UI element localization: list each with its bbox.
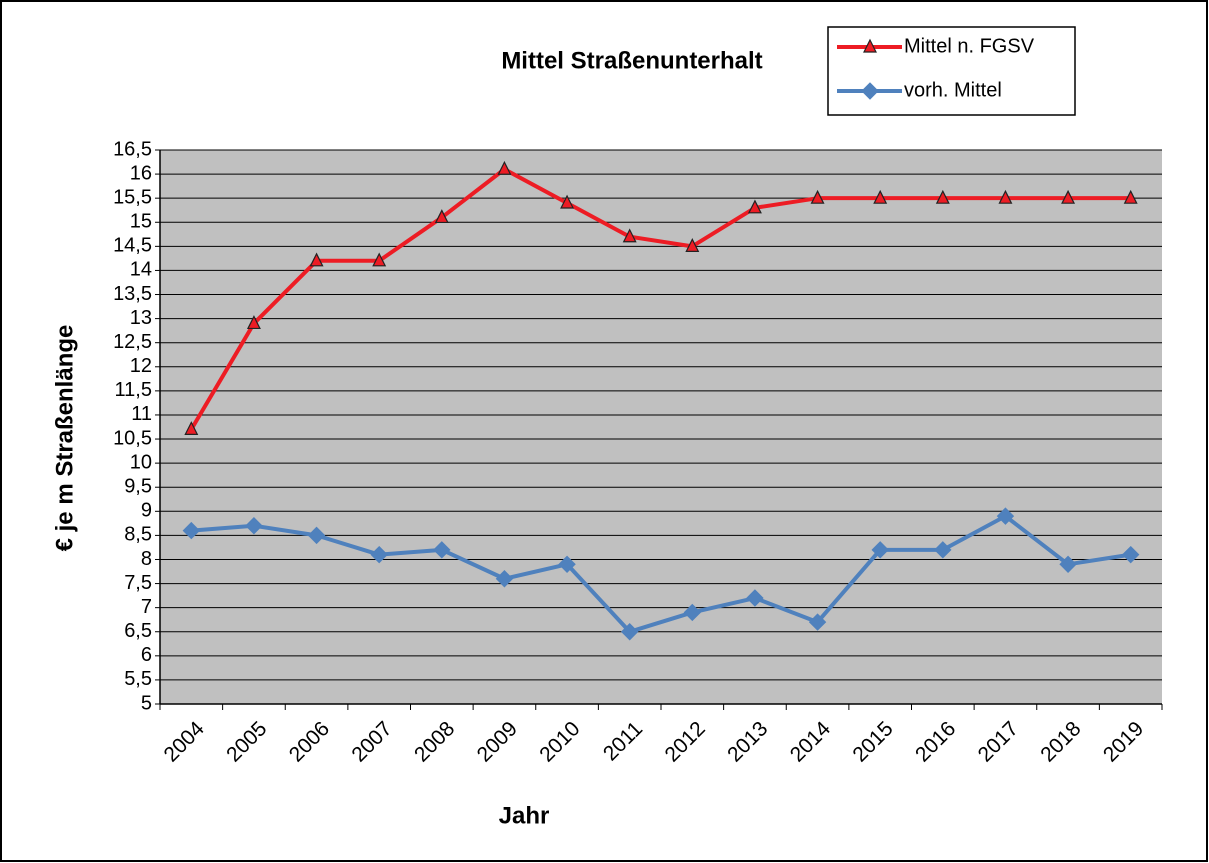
marker <box>246 315 261 330</box>
series-line <box>189 167 1131 431</box>
legend-label: Mittel n. FGSV <box>904 35 1035 57</box>
y-axis-label: € je m Straßenlänge <box>51 325 78 552</box>
y-tick-label: 12,5 <box>113 331 152 353</box>
y-tick-label: 5 <box>141 692 152 714</box>
y-tick-label: 7,5 <box>124 572 152 594</box>
y-tick-label: 11 <box>131 403 152 425</box>
y-tick-label: 8 <box>141 548 152 570</box>
marker <box>433 541 451 559</box>
marker <box>746 589 764 607</box>
marker <box>560 194 575 209</box>
marker <box>245 517 263 535</box>
marker <box>998 189 1013 204</box>
y-tick-label: 5,5 <box>124 668 152 690</box>
legend-label: vorh. Mittel <box>904 79 1002 101</box>
y-tick-label: 9 <box>141 500 152 522</box>
y-tick-label: 14 <box>130 259 152 281</box>
marker <box>808 613 827 631</box>
marker <box>495 570 514 588</box>
marker <box>370 545 388 564</box>
legend-box <box>827 26 1076 116</box>
y-tick-label: 12 <box>130 355 152 377</box>
marker <box>184 421 199 436</box>
marker <box>685 238 700 252</box>
marker <box>935 189 950 204</box>
y-tick-label: 6 <box>141 644 152 666</box>
y-tick-label: 8,5 <box>124 524 152 546</box>
marker <box>1121 545 1140 564</box>
y-tick-label: 11,5 <box>115 379 152 401</box>
marker <box>1061 189 1076 204</box>
marker <box>861 82 879 100</box>
y-tick-label: 15,5 <box>113 186 152 208</box>
marker <box>497 160 512 175</box>
marker <box>873 189 888 204</box>
marker <box>863 38 877 53</box>
marker <box>996 507 1015 525</box>
marker <box>1123 189 1138 204</box>
marker <box>620 623 639 641</box>
series-line <box>191 514 1131 634</box>
marker <box>434 209 449 224</box>
marker <box>934 541 952 559</box>
y-tick-label: 13 <box>130 307 152 329</box>
marker <box>1059 555 1077 574</box>
marker <box>622 228 637 243</box>
y-tick-label: 10 <box>130 451 152 473</box>
y-tick-label: 10,5 <box>113 427 152 449</box>
y-tick-label: 15 <box>130 211 152 233</box>
marker <box>683 603 702 622</box>
marker <box>182 521 201 540</box>
y-tick-label: 16,5 <box>113 138 152 160</box>
marker <box>810 189 825 204</box>
marker <box>309 252 324 267</box>
marker <box>307 526 326 545</box>
x-axis-label: Jahr <box>499 802 550 829</box>
marker <box>747 199 762 214</box>
y-tick-label: 13,5 <box>113 283 152 305</box>
marker <box>871 541 889 559</box>
y-tick-label: 16 <box>130 162 152 184</box>
chart-title: Mittel Straßenunterhalt <box>501 47 762 74</box>
y-tick-label: 14,5 <box>113 235 152 257</box>
y-tick-label: 9,5 <box>124 475 152 497</box>
y-tick-label: 7 <box>141 596 152 618</box>
marker <box>372 252 387 267</box>
marker <box>558 555 576 574</box>
y-tick-label: 6,5 <box>124 620 152 642</box>
